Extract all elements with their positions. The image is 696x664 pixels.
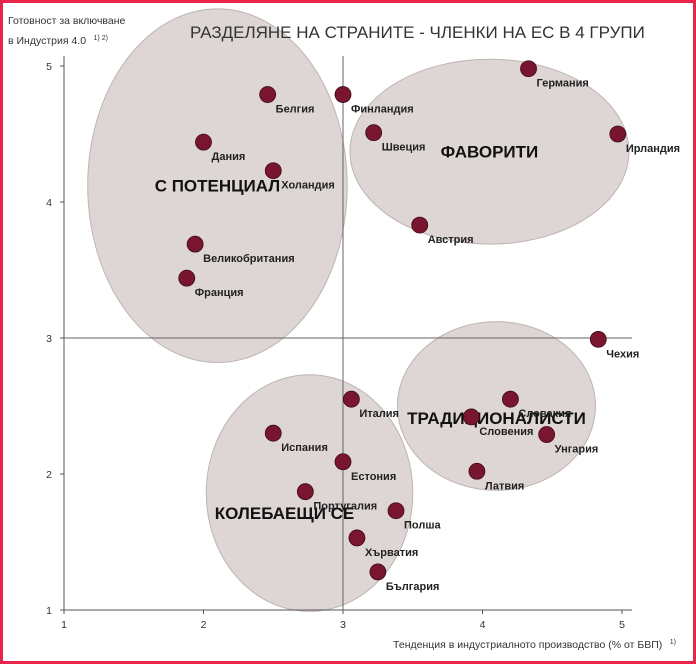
- point-label: Белгия: [276, 104, 315, 116]
- point-label: Испания: [281, 442, 328, 454]
- point-label: Великобритания: [203, 253, 295, 265]
- point-label: Франция: [195, 287, 244, 299]
- x-axis-label-sup: 1): [670, 639, 676, 646]
- x-tick-label: 3: [340, 619, 346, 631]
- data-point: [501, 390, 519, 408]
- data-point: [369, 563, 387, 581]
- y-axis-label-sup: 1) 2): [94, 35, 108, 42]
- point-label: Унгария: [555, 444, 599, 456]
- point-label: Швеция: [382, 142, 426, 154]
- point-label: Хърватия: [365, 547, 418, 559]
- point-label: Финландия: [351, 104, 414, 116]
- x-tick-label: 1: [61, 619, 67, 631]
- group-label: С ПОТЕНЦИАЛ: [155, 177, 281, 196]
- data-point: [538, 426, 556, 443]
- point-label: Португалия: [313, 501, 377, 513]
- data-point: [259, 86, 277, 103]
- y-axis-label-line2-text: в Индустрия 4.0: [8, 35, 86, 47]
- ticks-layer: 1 2 3 4 5 1 2 3 4 5: [46, 61, 625, 631]
- data-point: [411, 216, 429, 234]
- point-label: Австрия: [428, 234, 474, 246]
- point-label: Холандия: [281, 180, 335, 192]
- groups-layer: С ПОТЕНЦИАЛ ФАВОРИТИ ТРАДИЦИОНАЛИСТИ КОЛЕБА…: [87, 8, 630, 612]
- y-tick-label: 3: [46, 333, 52, 345]
- point-label: Латвия: [485, 480, 524, 492]
- point-label: Дания: [212, 151, 246, 163]
- group-label: ТРАДИЦИОНАЛИСТИ: [407, 409, 586, 428]
- x-tick-label: 2: [201, 619, 207, 631]
- data-point: [520, 60, 537, 78]
- data-point: [609, 125, 627, 143]
- point-label: България: [386, 581, 440, 593]
- group-area: [349, 58, 630, 245]
- data-point: [365, 124, 383, 142]
- x-axis-label-text: Тенденция в индустриалното производство …: [393, 639, 662, 651]
- axes-layer: [63, 56, 632, 611]
- y-tick-label: 1: [46, 605, 52, 617]
- x-tick-label: 4: [480, 619, 486, 631]
- points-layer: Белгия Финландия Германия Швеция Ирландия Дан…: [178, 60, 680, 593]
- group-label: ФАВОРИТИ: [441, 143, 539, 162]
- y-axis-label-line2: в Индустрия 4.0 1) 2): [8, 31, 108, 48]
- data-point: [296, 483, 314, 501]
- y-tick-label: 2: [46, 469, 52, 481]
- point-label: Германия: [537, 78, 589, 90]
- point-label: Словения: [479, 426, 533, 438]
- data-point: [186, 235, 204, 253]
- point-label: Полша: [404, 520, 442, 532]
- point-label: Чехия: [606, 348, 639, 360]
- data-point: [334, 86, 352, 103]
- group-label: КОЛЕБАЕЩИ СЕ: [215, 504, 355, 523]
- data-point: [589, 330, 607, 348]
- y-tick-label: 4: [46, 197, 52, 209]
- point-label: Естония: [351, 471, 396, 483]
- data-point: [264, 162, 282, 180]
- x-tick-label: 5: [619, 619, 625, 631]
- data-point: [195, 133, 212, 151]
- group-area: [87, 8, 348, 363]
- data-point: [178, 269, 196, 287]
- data-point: [462, 408, 480, 426]
- data-point: [348, 529, 366, 547]
- point-label: Италия: [359, 408, 399, 420]
- y-axis-label-line1: Готовност за включване: [8, 15, 126, 27]
- y-tick-label: 5: [46, 61, 52, 73]
- data-point: [342, 390, 360, 408]
- point-label: Ирландия: [626, 143, 680, 155]
- data-point: [387, 502, 405, 520]
- chart-title: РАЗДЕЛЯНЕ НА СТРАНИТЕ - ЧЛЕНКИ НА ЕС В 4…: [190, 23, 645, 42]
- data-point: [264, 424, 282, 442]
- point-label: Словакия: [518, 408, 571, 420]
- x-axis-label: Тенденция в индустриалното производство …: [393, 635, 676, 652]
- data-point: [334, 453, 352, 471]
- data-point: [468, 462, 486, 480]
- group-area: [396, 321, 596, 491]
